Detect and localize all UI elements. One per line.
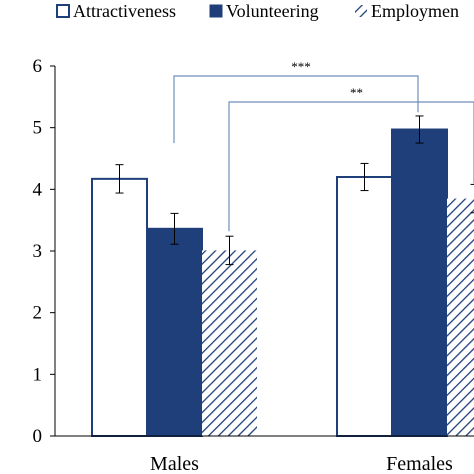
bar-males-volunteering bbox=[146, 227, 203, 437]
error-bar-females-employment bbox=[470, 183, 474, 214]
bar-females-employment bbox=[447, 198, 474, 436]
bars bbox=[91, 128, 474, 437]
significance-label: *** bbox=[291, 59, 311, 74]
y-tick-label: 5 bbox=[33, 118, 43, 139]
significance-label: ** bbox=[350, 85, 363, 100]
bar-males-employment bbox=[202, 250, 257, 436]
error-bars bbox=[115, 115, 474, 266]
significance-bracket: ** bbox=[228, 85, 474, 232]
error-bar-males-employment bbox=[225, 235, 234, 266]
x-axis: Males Females bbox=[55, 435, 474, 474]
error-bar-females-attractiveness bbox=[360, 162, 369, 192]
y-tick-label: 2 bbox=[33, 303, 43, 324]
significance-brackets: ***** bbox=[173, 59, 474, 232]
x-category-label: Females bbox=[386, 453, 453, 474]
legend: Attractiveness Volunteering Employmen bbox=[56, 1, 459, 21]
bar-females-attractiveness bbox=[336, 176, 393, 437]
y-tick-label: 4 bbox=[33, 179, 43, 200]
significance-bracket: *** bbox=[173, 59, 419, 144]
y-axis: 0 1 2 3 4 5 6 bbox=[33, 56, 56, 447]
y-tick-label: 1 bbox=[33, 364, 43, 385]
error-bar-males-volunteering bbox=[170, 212, 179, 245]
y-tick-label: 0 bbox=[33, 426, 43, 447]
x-category-label: Males bbox=[150, 453, 199, 474]
legend-label-employment: Employmen bbox=[371, 1, 459, 21]
legend-swatch-employment bbox=[355, 5, 367, 17]
legend-label-attractiveness: Attractiveness bbox=[73, 1, 176, 21]
bar-females-volunteering bbox=[391, 128, 448, 437]
bar-males-attractiveness bbox=[91, 177, 148, 437]
legend-label-volunteering: Volunteering bbox=[226, 1, 319, 21]
y-tick-label: 3 bbox=[33, 241, 43, 262]
legend-swatch-volunteering bbox=[209, 4, 223, 18]
y-tick-label: 6 bbox=[33, 56, 43, 77]
legend-swatch-attractiveness bbox=[56, 4, 70, 18]
error-bar-females-volunteering bbox=[415, 115, 424, 144]
error-bar-males-attractiveness bbox=[115, 164, 124, 194]
